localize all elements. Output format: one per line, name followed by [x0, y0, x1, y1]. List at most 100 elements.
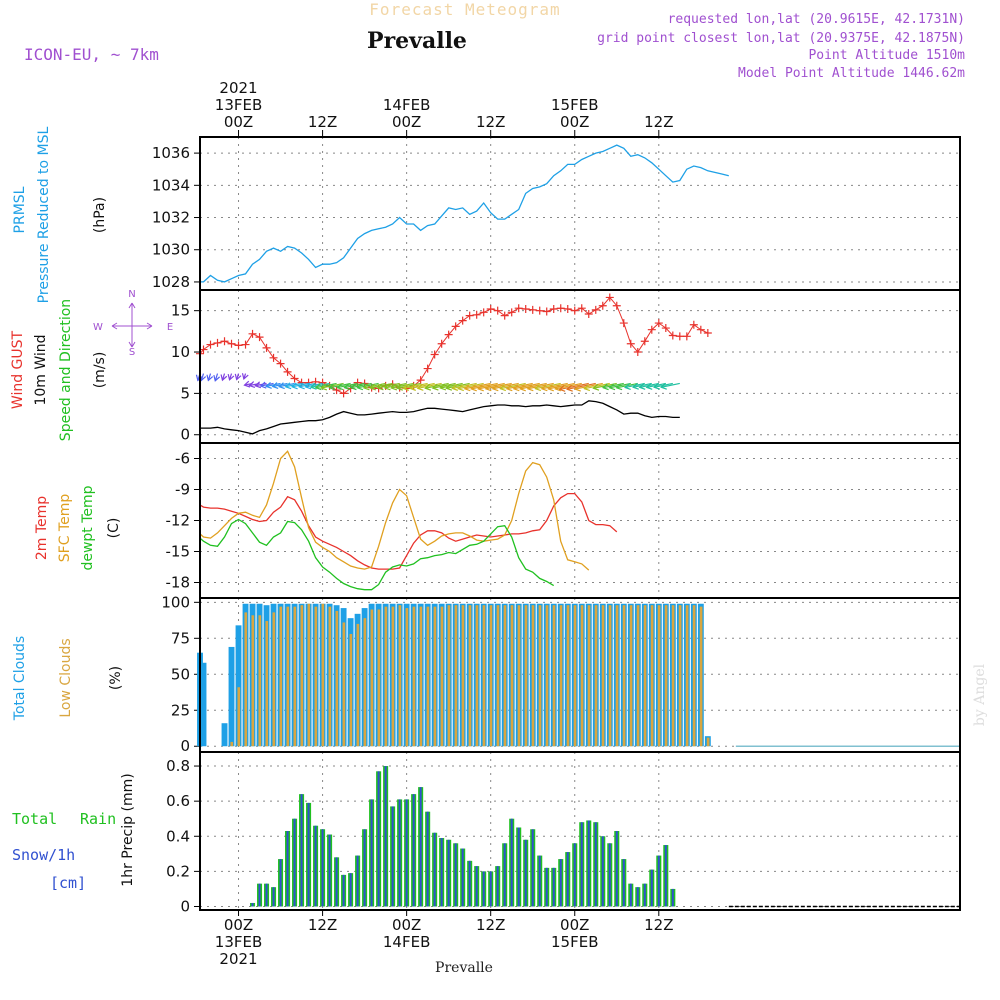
- snow-bar: [412, 794, 415, 907]
- watermark: by Angel: [972, 663, 988, 726]
- wind-arrow-head: [645, 382, 653, 390]
- y-tick-label: 0.6: [166, 792, 190, 810]
- low-cloud-bar: [615, 605, 619, 747]
- wind-arrow: [446, 382, 470, 389]
- low-cloud-bar: [699, 606, 703, 747]
- wind-arrow-head: [451, 384, 459, 391]
- low-cloud-bar: [314, 606, 318, 747]
- low-cloud-bar: [524, 605, 528, 747]
- gust-marker: [598, 301, 607, 310]
- wind-arrow: [464, 382, 491, 390]
- wind-arrow-head: [526, 384, 534, 392]
- wind-speed-line: [200, 400, 680, 435]
- snow-bar: [272, 887, 275, 907]
- wind-arrow: [527, 382, 554, 390]
- top-axis-label: 00Z: [224, 113, 253, 131]
- speed-direction-label: Speed and Direction: [58, 299, 74, 441]
- snow-bar: [461, 848, 464, 907]
- panels: 1028 1030 1032 1034 1036 0 5 10 15 -6 -9 -12 -15 -18 0…: [152, 136, 961, 915]
- gust-marker: [619, 319, 628, 328]
- snow-bar: [279, 859, 282, 907]
- wind-arrow-head: [297, 382, 305, 390]
- gust-marker: [430, 350, 439, 359]
- low-cloud-bar: [286, 606, 290, 747]
- y-tick-label: 5: [180, 384, 190, 402]
- bottom-axis-label: 12Z: [308, 916, 337, 934]
- sfc-temp-label: SFC Temp: [57, 494, 73, 563]
- wind-arrow-head: [566, 384, 573, 392]
- wind-arrow: [567, 382, 596, 390]
- gust-marker: [640, 337, 649, 346]
- low-cloud-bar: [384, 606, 388, 747]
- bottom-axis-label: 00Z: [224, 916, 253, 934]
- snow-bar: [643, 883, 646, 907]
- gust-marker: [689, 320, 698, 329]
- wind-arrow-head: [653, 382, 660, 390]
- gust-marker: [528, 305, 537, 314]
- wind-arrow: [200, 373, 205, 381]
- gust-marker: [248, 329, 257, 338]
- wind-arrow: [440, 382, 463, 389]
- y-tick-label: 100: [161, 593, 190, 611]
- wind-arrow-head: [213, 374, 221, 382]
- wind-arrow: [207, 373, 212, 381]
- wind-arrow-head: [343, 383, 351, 391]
- wind-arrow: [506, 382, 533, 390]
- low-cloud-bar: [328, 606, 332, 747]
- wind-arrow-head: [499, 384, 507, 392]
- snow-bar: [405, 799, 408, 907]
- wind-arrow-head: [278, 382, 285, 390]
- wind-arrow: [541, 382, 568, 390]
- compass-rose: N S W E: [93, 289, 173, 358]
- gust-marker: [444, 330, 453, 339]
- y-tick-label: 15: [171, 302, 190, 320]
- model-label: ICON-EU, ~ 7km: [24, 45, 159, 64]
- total-clouds-label: Total Clouds: [12, 636, 28, 721]
- low-cloud-bar: [678, 605, 682, 747]
- low-cloud-bar: [251, 615, 255, 747]
- wind-arrow-head: [248, 381, 256, 389]
- top-axis-label: 00Z: [560, 113, 589, 131]
- wind-arrow-head: [558, 385, 566, 392]
- snow-bar: [356, 855, 359, 907]
- wind-arrow-head: [519, 384, 526, 392]
- wind-arrow: [391, 382, 414, 389]
- gust-marker: [227, 339, 236, 348]
- gust-marker: [549, 305, 558, 314]
- gust-marker: [542, 307, 551, 316]
- low-cloud-bar: [335, 610, 339, 747]
- low-cloud-bar: [594, 605, 598, 747]
- total-cloud-bar: [235, 625, 242, 747]
- snow-bar: [384, 766, 387, 907]
- gust-marker: [486, 305, 495, 314]
- snow-bar: [454, 843, 457, 907]
- wind-arrow-head: [356, 383, 364, 391]
- wind-arrow-head: [615, 383, 623, 391]
- temp-2m-line: [199, 492, 618, 570]
- snow-bar: [650, 869, 653, 907]
- wind-arrow-head: [512, 384, 520, 392]
- compass-west: W: [93, 322, 103, 333]
- low-cloud-bar: [671, 605, 675, 747]
- y-tick-label: 10: [171, 343, 190, 361]
- wind-arrow: [471, 382, 498, 390]
- wind-arrow: [492, 382, 519, 390]
- snow-bar: [573, 843, 576, 907]
- faded-title: Forecast Meteogram: [369, 0, 560, 19]
- wind-arrow-head: [206, 374, 214, 382]
- wind-arrow: [535, 382, 561, 390]
- snow-bar: [615, 831, 618, 907]
- snow-bar: [636, 887, 639, 907]
- closest-coords: grid point closest lon,lat (20.9375E, 42…: [597, 31, 965, 46]
- gust-marker: [262, 343, 271, 352]
- wind-arrow-head: [463, 384, 471, 392]
- low-cloud-bar: [279, 606, 283, 747]
- pressure-line: [200, 144, 729, 283]
- gust-marker: [472, 310, 481, 319]
- wind-arrow-head: [227, 374, 235, 381]
- wind-arrow-head: [284, 382, 292, 390]
- bottom-axis-label: 12Z: [644, 916, 673, 934]
- gust-marker: [584, 309, 593, 318]
